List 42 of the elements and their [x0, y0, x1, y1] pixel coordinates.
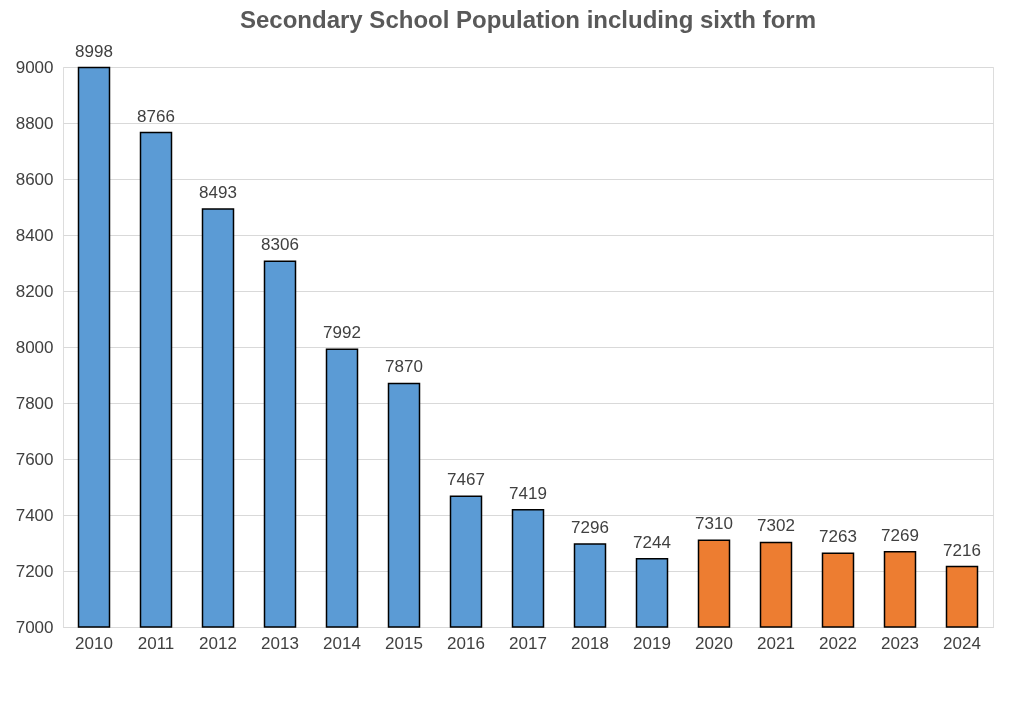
x-tick-label: 2012: [199, 633, 237, 653]
data-label: 7296: [571, 518, 609, 538]
x-tick-label: 2020: [695, 633, 733, 653]
data-label: 8493: [199, 182, 237, 202]
y-tick-label: 7200: [15, 561, 54, 581]
data-label: 7310: [695, 514, 733, 534]
data-label: 7244: [633, 532, 671, 552]
x-tick-label: 2013: [261, 633, 299, 653]
y-tick-label: 7400: [15, 505, 54, 525]
x-tick-label: 2016: [447, 633, 485, 653]
x-tick-label: 2018: [571, 633, 609, 653]
x-tick-label: 2024: [943, 633, 981, 653]
y-tick-label: 8600: [15, 169, 54, 189]
chart-title: Secondary School Population including sixth form: [239, 5, 817, 33]
x-tick-label: 2015: [385, 633, 423, 653]
y-tick-label: 8200: [15, 281, 54, 301]
data-label: 7467: [447, 470, 485, 490]
x-tick-label: 2011: [137, 633, 175, 653]
y-tick-label: 8000: [15, 337, 54, 357]
data-label: 7302: [757, 516, 795, 536]
y-tick-label: 8800: [15, 113, 54, 133]
x-tick-label: 2022: [819, 633, 857, 653]
x-tick-label: 2014: [323, 633, 361, 653]
y-tick-label: 8400: [15, 225, 54, 245]
data-label: 7263: [819, 527, 857, 547]
x-tick-label: 2019: [633, 633, 671, 653]
y-tick-label: 7600: [15, 449, 54, 469]
data-label: 7269: [881, 525, 919, 545]
data-label: 8306: [261, 235, 299, 255]
data-label: 7992: [323, 323, 361, 343]
x-tick-label: 2010: [75, 633, 113, 653]
y-tick-label: 9000: [15, 57, 54, 77]
y-tick-label: 7800: [15, 393, 54, 413]
data-label: 7870: [385, 357, 423, 377]
data-label: 7216: [943, 540, 981, 560]
data-label: 8766: [137, 106, 175, 126]
data-label: 7419: [509, 483, 547, 503]
x-tick-label: 2017: [509, 633, 547, 653]
y-tick-label: 7000: [15, 617, 54, 637]
data-label: 8998: [75, 41, 113, 61]
x-tick-label: 2021: [757, 633, 795, 653]
x-tick-label: 2023: [881, 633, 919, 653]
